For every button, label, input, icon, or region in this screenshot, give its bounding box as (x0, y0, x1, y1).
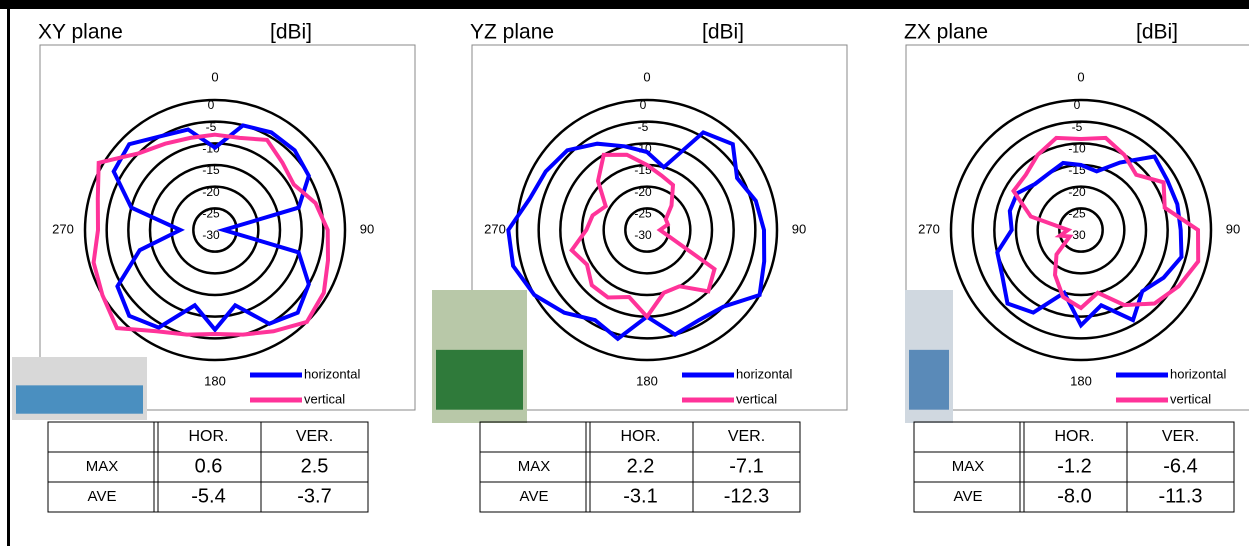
r-tick-label: -30 (634, 228, 652, 242)
angle-tick-label: 0 (643, 69, 650, 84)
angle-tick-label: 180 (1070, 373, 1092, 388)
table-header: HOR. (1055, 428, 1095, 445)
table-cell: -7.1 (729, 455, 763, 477)
table-cell: -11.3 (1158, 485, 1202, 507)
page: XY plane [dBi] 0 -5 -10 -15 -20 -25 -30 0 90 180 270… (0, 0, 1249, 546)
table-row-label: MAX (952, 458, 985, 475)
r-tick-label: -5 (1072, 120, 1083, 134)
legend-label: horizontal (304, 366, 360, 381)
table-cell: -3.7 (297, 485, 331, 507)
r-tick-label: -20 (1068, 185, 1086, 199)
table-row-label: MAX (86, 458, 119, 475)
legend-label: vertical (1170, 391, 1211, 406)
table-cell: 0.6 (195, 455, 223, 477)
angle-tick-label: 180 (204, 373, 226, 388)
table-cell: -3.1 (623, 485, 657, 507)
r-tick-label: 0 (640, 98, 647, 112)
table-cell: -5.4 (191, 485, 225, 507)
panel: XY plane[dBi]0-5-10-15-20-25-30090180270… (12, 21, 415, 512)
r-tick-label: -20 (202, 185, 220, 199)
angle-tick-label: 180 (636, 373, 658, 388)
photo-detail (436, 350, 523, 410)
r-tick-label: -25 (634, 207, 652, 221)
table-header: HOR. (621, 428, 661, 445)
table-header: VER. (1162, 428, 1199, 445)
legend-label: horizontal (736, 366, 792, 381)
r-tick-label: -20 (634, 185, 652, 199)
legend-label: horizontal (1170, 366, 1226, 381)
angle-tick-label: 270 (52, 221, 74, 236)
r-tick-label: -25 (1068, 207, 1086, 221)
figure: XY plane [dBi] 0 -5 -10 -15 -20 -25 -30 0 90 180 270… (0, 0, 1249, 546)
photo-detail (909, 350, 949, 410)
angle-tick-label: 90 (1226, 221, 1240, 236)
legend-label: vertical (736, 391, 777, 406)
r-tick-label: -30 (202, 228, 220, 242)
r-tick-label: -5 (638, 120, 649, 134)
angle-tick-label: 0 (211, 69, 218, 84)
angle-tick-label: 270 (918, 221, 940, 236)
legend-label: vertical (304, 391, 345, 406)
panel-title: ZX plane (904, 21, 988, 44)
unit-label: [dBi] (1136, 21, 1178, 44)
table-cell: 2.5 (301, 455, 329, 477)
unit-label: [dBi] (702, 21, 744, 44)
table-row-label: MAX (518, 458, 551, 475)
r-tick-label: -15 (202, 163, 220, 177)
table-header: VER. (728, 428, 765, 445)
top-bar (0, 0, 1249, 9)
angle-tick-label: 90 (360, 221, 374, 236)
r-tick-label: -25 (202, 207, 220, 221)
angle-tick-label: 90 (792, 221, 806, 236)
panel: ZX plane[dBi]0-5-10-15-20-25-30090180270… (904, 21, 1249, 512)
panel-title: XY plane (38, 21, 123, 44)
panel-title: YZ plane (470, 21, 554, 44)
r-tick-label: -10 (1068, 142, 1086, 156)
table-row-label: AVE (520, 488, 549, 505)
table-row-label: AVE (88, 488, 117, 505)
table-cell: -1.2 (1057, 455, 1091, 477)
angle-tick-label: 270 (484, 221, 506, 236)
r-tick-label: 0 (1074, 98, 1081, 112)
table-cell: -12.3 (724, 485, 770, 507)
unit-label: [dBi] (270, 21, 312, 44)
left-bar (7, 9, 10, 546)
table-header: HOR. (189, 428, 229, 445)
table-row-label: AVE (954, 488, 983, 505)
angle-tick-label: 0 (1077, 69, 1084, 84)
photo-detail (16, 385, 143, 413)
table-cell: -8.0 (1057, 485, 1091, 507)
table-cell: 2.2 (627, 455, 655, 477)
panel: YZ plane[dBi]0-5-10-15-20-25-30090180270… (432, 21, 847, 512)
table-cell: -6.4 (1163, 455, 1197, 477)
r-tick-label: 0 (208, 98, 215, 112)
table-header: VER. (296, 428, 333, 445)
r-tick-label: -5 (206, 120, 217, 134)
